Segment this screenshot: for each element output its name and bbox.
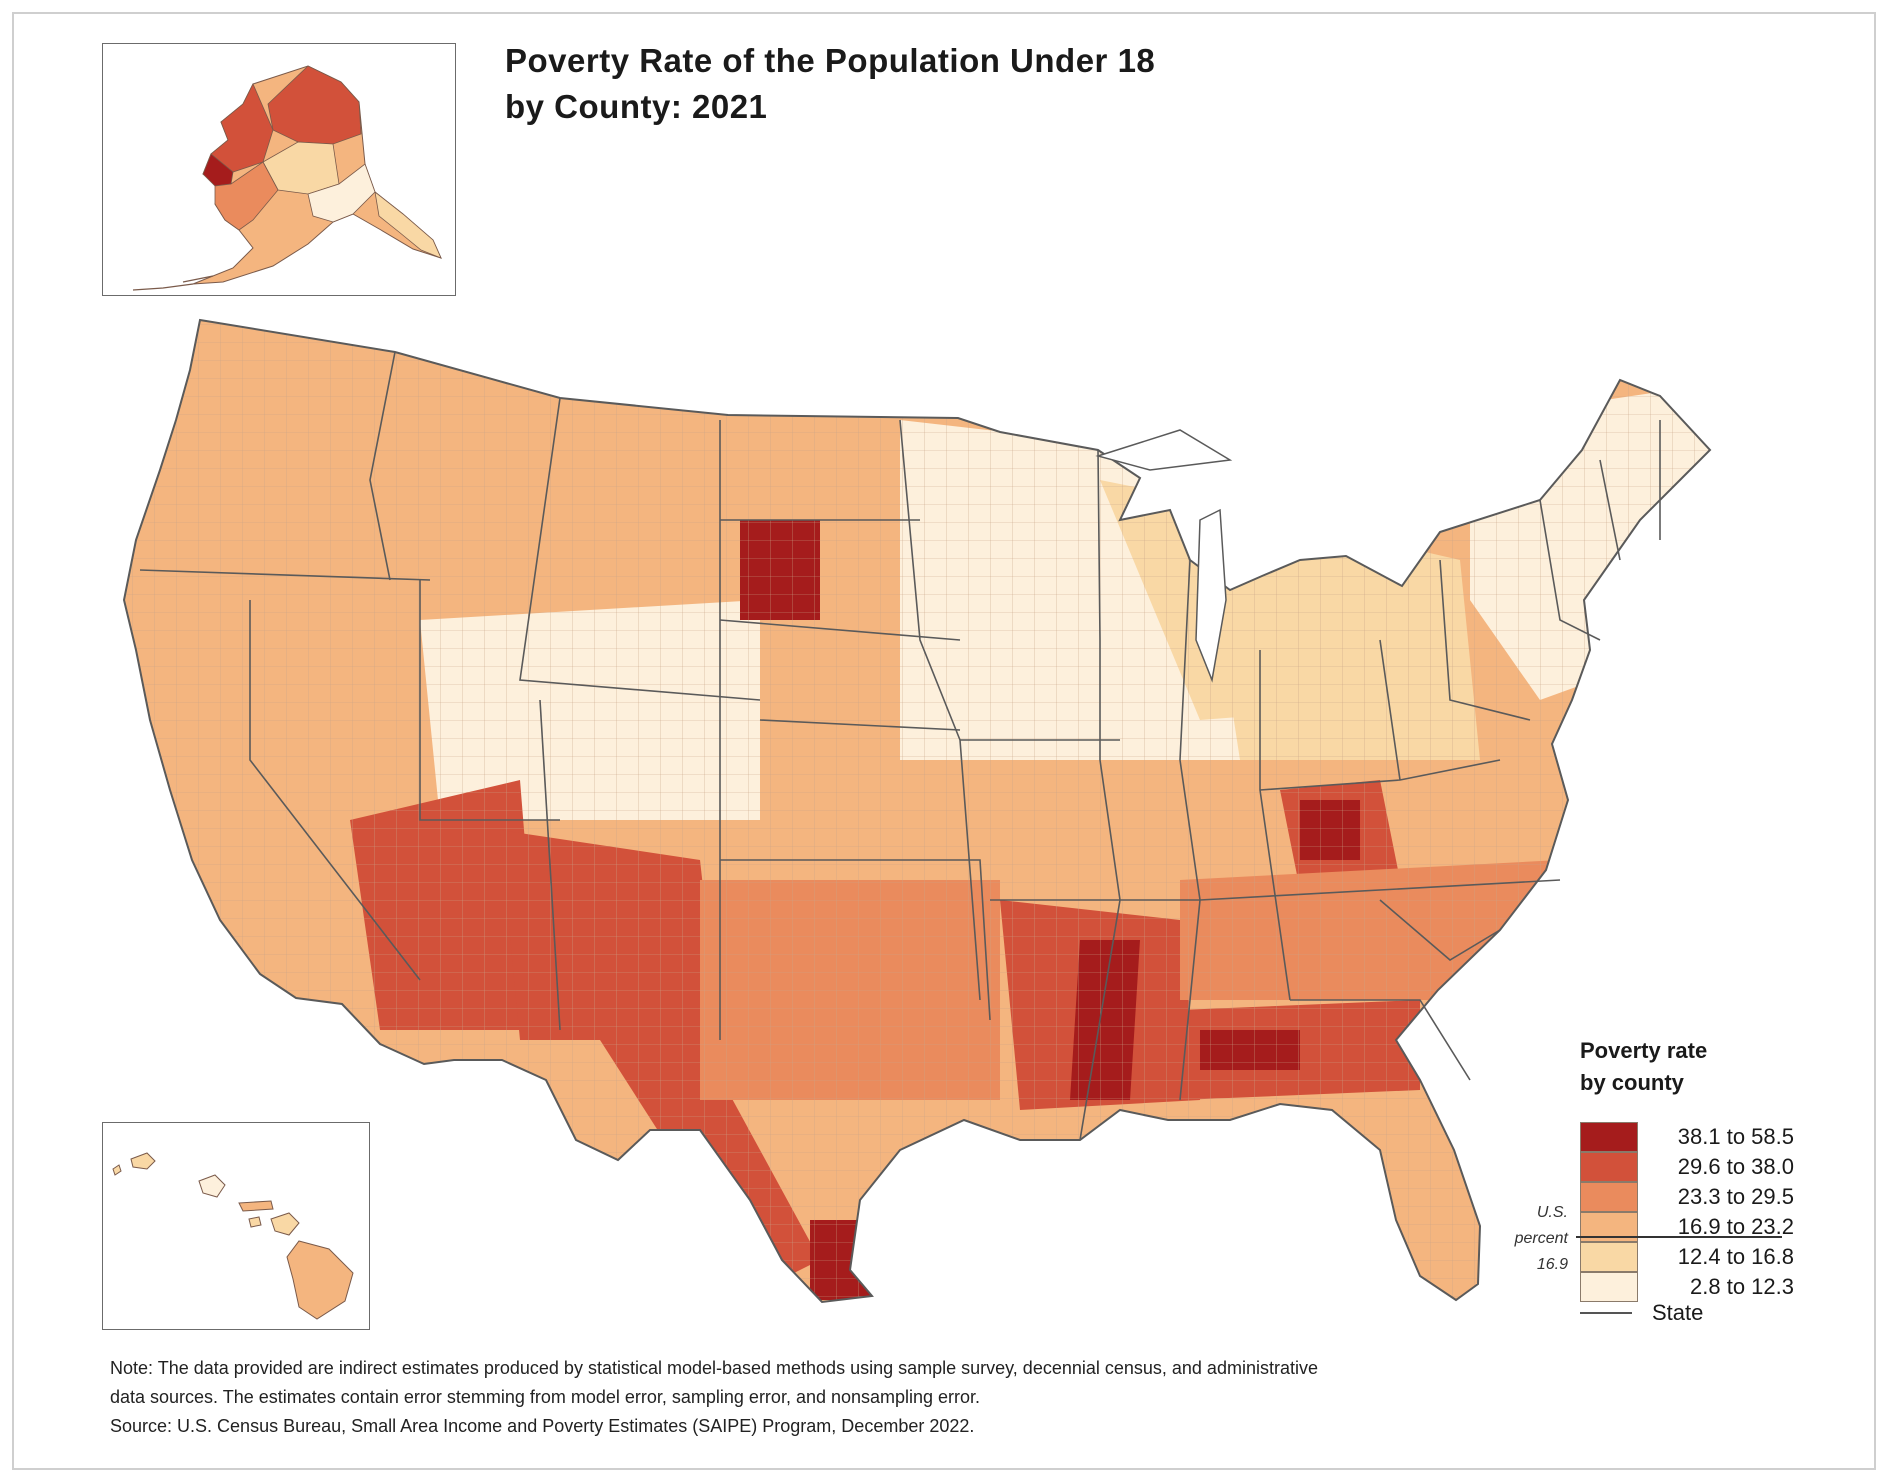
legend-swatch-5 bbox=[1580, 1242, 1638, 1272]
legend-swatch-3 bbox=[1580, 1182, 1638, 1212]
source-line: Source: U.S. Census Bureau, Small Area I… bbox=[110, 1416, 975, 1436]
hawaii-inset bbox=[102, 1122, 370, 1330]
legend-row-1: 38.1 to 58.5 bbox=[1580, 1122, 1794, 1152]
map-title-line-1: Poverty Rate of the Population Under 18 bbox=[505, 42, 1156, 79]
kauai-island bbox=[130, 1152, 156, 1170]
us-percent-value: 16.9 bbox=[1536, 1256, 1568, 1273]
legend-row-2: 29.6 to 38.0 bbox=[1580, 1152, 1794, 1182]
lake-michigan bbox=[1195, 508, 1227, 683]
hawaii-map bbox=[112, 1152, 354, 1320]
alaska-southcentral-region bbox=[307, 163, 376, 223]
alaska-southwest-region bbox=[214, 161, 279, 231]
us-percent-label-1: U.S. bbox=[1536, 1204, 1568, 1221]
figure-frame bbox=[12, 12, 1876, 1470]
aleutian-islands bbox=[132, 275, 214, 291]
legend-swatch-2 bbox=[1580, 1152, 1638, 1182]
alaska-inset bbox=[102, 43, 456, 296]
legend-row-3: 23.3 to 29.5 bbox=[1580, 1182, 1794, 1212]
state-boundary-key: State bbox=[1580, 1300, 1703, 1326]
legend-label-6: 2.8 to 12.3 bbox=[1690, 1274, 1794, 1299]
legend-title: Poverty rate by county bbox=[1580, 1035, 1707, 1099]
legend-swatch-1 bbox=[1580, 1122, 1638, 1152]
state-boundary-label: State bbox=[1652, 1300, 1704, 1325]
map-title: Poverty Rate of the Population Under 18 … bbox=[505, 38, 1155, 130]
legend-label-5: 12.4 to 16.8 bbox=[1677, 1244, 1794, 1269]
legend-row-6: 2.8 to 12.3 bbox=[1580, 1272, 1794, 1302]
maui-island bbox=[270, 1212, 300, 1236]
legend-label-4: 16.9 to 23.2 bbox=[1677, 1214, 1794, 1239]
legend-title-line-2: by county bbox=[1580, 1070, 1684, 1095]
legend-label-1: 38.1 to 58.5 bbox=[1677, 1124, 1794, 1149]
us-percent-label-2: percent bbox=[1514, 1230, 1568, 1247]
map-title-line-2: by County: 2021 bbox=[505, 88, 768, 125]
state-boundaries bbox=[139, 351, 1661, 1141]
note-line-1: Note: The data provided are indirect est… bbox=[110, 1358, 1318, 1378]
state-boundary-line-symbol bbox=[1580, 1312, 1632, 1314]
footnote: Note: The data provided are indirect est… bbox=[110, 1354, 1610, 1441]
alaska-map bbox=[132, 65, 442, 291]
legend-swatch-6 bbox=[1580, 1272, 1638, 1302]
oahu-island bbox=[198, 1174, 226, 1198]
county-fill-layer bbox=[124, 320, 1710, 1302]
legend-label-2: 29.6 to 38.0 bbox=[1677, 1154, 1794, 1179]
niihau-island bbox=[112, 1164, 122, 1176]
note-line-2: data sources. The estimates contain erro… bbox=[110, 1387, 981, 1407]
legend-label-3: 23.3 to 29.5 bbox=[1677, 1184, 1794, 1209]
us-percent-annotation: U.S. percent 16.9 bbox=[1496, 1200, 1568, 1278]
us-outline bbox=[122, 318, 1712, 1304]
legend-row-5: 12.4 to 16.8 bbox=[1580, 1242, 1794, 1272]
lanai-island bbox=[248, 1216, 262, 1228]
legend-title-line-1: Poverty rate bbox=[1580, 1038, 1708, 1063]
hawaii-big-island bbox=[286, 1240, 354, 1320]
alaska-panhandle bbox=[374, 191, 442, 259]
lake-superior bbox=[1095, 429, 1233, 471]
molokai-island bbox=[238, 1200, 274, 1212]
us-percent-marker-line bbox=[1576, 1236, 1782, 1238]
